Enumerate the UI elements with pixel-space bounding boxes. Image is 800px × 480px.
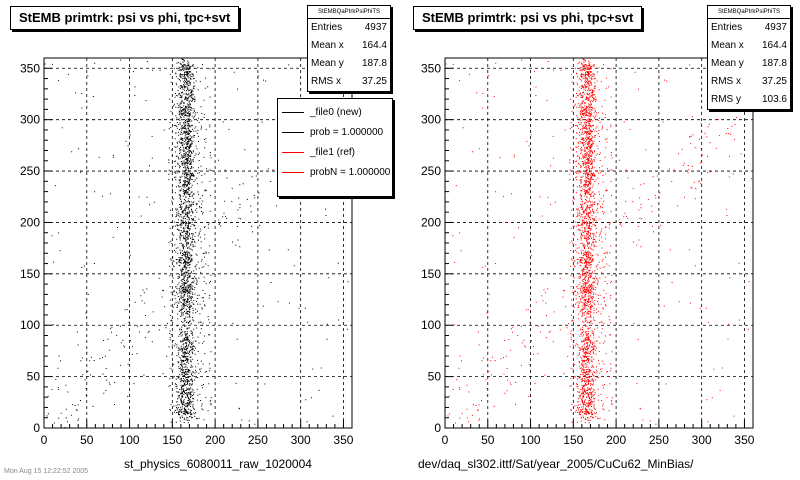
legend-line-icon — [282, 171, 304, 173]
left-legend: _file0 (new) prob = 1.000000 _file1 (ref… — [277, 98, 393, 197]
left-stats-row: Mean y 187.8 — [308, 55, 390, 73]
right-x-axis-label: dev/daq_sl302.ittf/Sat/year_2005/CuCu62_… — [418, 457, 694, 471]
legend-entry: _file0 (new) — [278, 102, 392, 122]
x-tick-label: 350 — [333, 433, 353, 447]
x-tick-label: 150 — [162, 433, 182, 447]
left-stats-label: Mean x — [311, 40, 344, 51]
y-tick-label: 50 — [428, 370, 442, 384]
left-stats-value: 187.8 — [361, 58, 387, 69]
x-tick-label: 50 — [481, 433, 495, 447]
right-stats-label: RMS y — [711, 94, 741, 105]
x-tick-label: 50 — [80, 433, 94, 447]
x-tick-label: 350 — [734, 433, 754, 447]
x-tick-label: 250 — [649, 433, 669, 447]
y-tick-label: 250 — [20, 164, 40, 178]
left-stats-box: StEMBQaPtrkPsiPhiTS Entries 4937 Mean x 16… — [307, 5, 391, 92]
y-tick-label: 300 — [20, 113, 40, 127]
x-tick-label: 200 — [606, 433, 626, 447]
y-tick-label: 200 — [20, 215, 40, 229]
right-stats-label: RMS x — [711, 76, 741, 87]
right-stats-value: 164.4 — [761, 40, 787, 51]
right-stats-label: Entries — [711, 22, 743, 33]
legend-label: _file1 (ref) — [310, 146, 356, 158]
left-stats-row: Entries 4937 — [308, 19, 390, 37]
y-tick-label: 0 — [33, 421, 40, 435]
x-tick-label: 150 — [563, 433, 583, 447]
left-stats-row: RMS x 37.25 — [308, 73, 390, 91]
x-tick-label: 100 — [521, 433, 541, 447]
legend-line-icon — [282, 111, 304, 113]
left-stats-value: 4937 — [364, 22, 387, 33]
right-chart-title: StEMB primtrk: psi vs phi, tpc+svt — [413, 6, 643, 30]
legend-entry: _file1 (ref) — [278, 142, 392, 162]
plot-frame — [444, 57, 754, 429]
y-tick-label: 150 — [421, 267, 441, 281]
right-stats-value: 4937 — [764, 22, 787, 33]
left-stats-value: 164.4 — [361, 40, 387, 51]
x-tick-label: 0 — [41, 433, 48, 447]
right-stats-row: Entries 4937 — [708, 19, 790, 37]
left-stats-label: Mean y — [311, 58, 344, 69]
y-tick-label: 0 — [434, 421, 441, 435]
legend-entry: prob = 1.000000 — [278, 122, 392, 142]
right-stats-header: StEMBQaPtrkPsiPhiTS — [708, 6, 790, 19]
legend-line-icon — [282, 131, 304, 133]
right-stats-value: 187.8 — [761, 58, 787, 69]
right-stats-row: Mean x 164.4 — [708, 37, 790, 55]
y-tick-label: 150 — [20, 267, 40, 281]
x-tick-label: 300 — [291, 433, 311, 447]
right-stats-row: RMS y 103.6 — [708, 91, 790, 109]
footer-timestamp: Mon Aug 15 12:22:52 2005 — [4, 468, 89, 475]
right-stats-value: 37.25 — [761, 76, 787, 87]
left-stats-row: Mean x 164.4 — [308, 37, 390, 55]
left-x-axis-label: st_physics_6080011_raw_1020004 — [124, 457, 312, 471]
legend-label: prob = 1.000000 — [310, 126, 384, 138]
x-tick-label: 250 — [248, 433, 268, 447]
right-stats-row: Mean y 187.8 — [708, 55, 790, 73]
right-stats-label: Mean x — [711, 40, 744, 51]
left-chart-title: StEMB primtrk: psi vs phi, tpc+svt — [10, 6, 240, 30]
y-tick-label: 250 — [421, 164, 441, 178]
chart-panel-1: 0 50 100 150 200 250 300 350 0 50 100 150 200 250 300 3… — [421, 57, 755, 447]
left-stats-value: 37.25 — [361, 76, 387, 87]
y-tick-label: 100 — [421, 318, 441, 332]
legend-label: _file0 (new) — [310, 106, 362, 118]
right-stats-value: 103.6 — [761, 94, 787, 105]
left-stats-label: RMS x — [311, 76, 341, 87]
y-tick-label: 200 — [421, 215, 441, 229]
left-stats-label: Entries — [311, 22, 343, 33]
right-stats-row: RMS x 37.25 — [708, 73, 790, 91]
x-tick-label: 300 — [692, 433, 712, 447]
x-tick-label: 200 — [205, 433, 225, 447]
y-tick-label: 50 — [27, 370, 41, 384]
x-tick-label: 0 — [442, 433, 449, 447]
legend-label: probN = 1.000000 — [310, 166, 391, 178]
y-tick-label: 350 — [421, 61, 441, 75]
y-tick-label: 300 — [421, 113, 441, 127]
legend-line-icon — [282, 151, 304, 153]
right-stats-label: Mean y — [711, 58, 744, 69]
right-stats-box: StEMBQaPtrkPsiPhiTS Entries 4937 Mean x 16… — [707, 5, 791, 110]
left-stats-header: StEMBQaPtrkPsiPhiTS — [308, 6, 390, 19]
y-tick-label: 100 — [20, 318, 40, 332]
legend-entry: probN = 1.000000 — [278, 162, 392, 182]
x-tick-label: 100 — [120, 433, 140, 447]
y-tick-label: 350 — [20, 61, 40, 75]
